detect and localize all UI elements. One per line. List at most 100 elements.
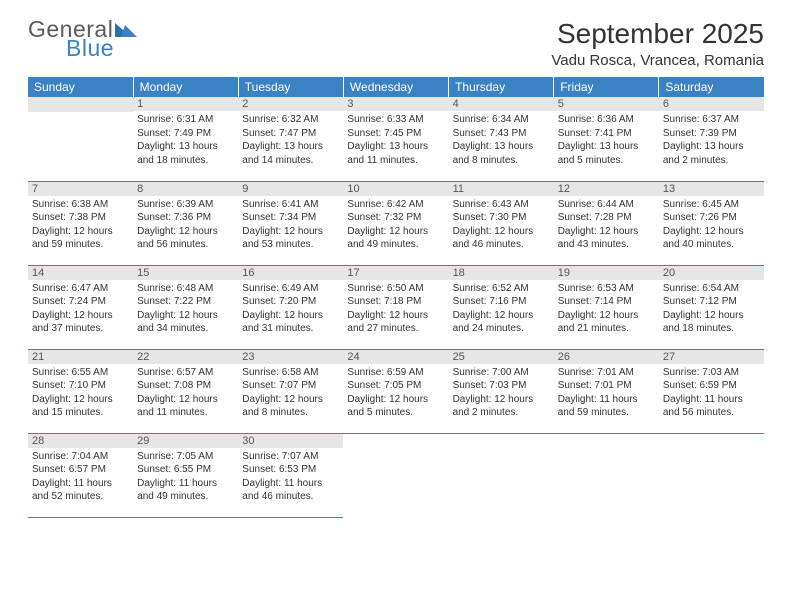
calendar-cell: 9Sunrise: 6:41 AMSunset: 7:34 PMDaylight…: [238, 181, 343, 265]
day-number: 28: [28, 434, 133, 448]
calendar-cell: 10Sunrise: 6:42 AMSunset: 7:32 PMDayligh…: [343, 181, 448, 265]
logo: General Blue: [28, 18, 137, 60]
calendar-cell: 21Sunrise: 6:55 AMSunset: 7:10 PMDayligh…: [28, 349, 133, 433]
day-number: 3: [343, 97, 448, 111]
day-number: 2: [238, 97, 343, 111]
day-number: 19: [554, 266, 659, 280]
day-details: Sunrise: 6:54 AMSunset: 7:12 PMDaylight:…: [659, 280, 764, 336]
day-details: Sunrise: 7:04 AMSunset: 6:57 PMDaylight:…: [28, 448, 133, 504]
day-header-row: SundayMondayTuesdayWednesdayThursdayFrid…: [28, 77, 764, 97]
day-details: Sunrise: 7:01 AMSunset: 7:01 PMDaylight:…: [554, 364, 659, 420]
location-text: Vadu Rosca, Vrancea, Romania: [551, 52, 764, 69]
calendar-cell: 23Sunrise: 6:58 AMSunset: 7:07 PMDayligh…: [238, 349, 343, 433]
calendar-cell: [449, 433, 554, 517]
day-details: Sunrise: 6:52 AMSunset: 7:16 PMDaylight:…: [449, 280, 554, 336]
calendar-cell: 19Sunrise: 6:53 AMSunset: 7:14 PMDayligh…: [554, 265, 659, 349]
calendar-cell: [659, 433, 764, 517]
calendar-cell: 20Sunrise: 6:54 AMSunset: 7:12 PMDayligh…: [659, 265, 764, 349]
day-header: Friday: [554, 77, 659, 97]
title-block: September 2025 Vadu Rosca, Vrancea, Roma…: [551, 18, 764, 69]
calendar-cell: 6Sunrise: 6:37 AMSunset: 7:39 PMDaylight…: [659, 97, 764, 181]
day-number: 26: [554, 350, 659, 364]
day-details: Sunrise: 6:44 AMSunset: 7:28 PMDaylight:…: [554, 196, 659, 252]
day-number: 7: [28, 182, 133, 196]
day-number: 17: [343, 266, 448, 280]
calendar-cell: 17Sunrise: 6:50 AMSunset: 7:18 PMDayligh…: [343, 265, 448, 349]
day-details: Sunrise: 6:49 AMSunset: 7:20 PMDaylight:…: [238, 280, 343, 336]
calendar-cell: 4Sunrise: 6:34 AMSunset: 7:43 PMDaylight…: [449, 97, 554, 181]
day-details: Sunrise: 6:48 AMSunset: 7:22 PMDaylight:…: [133, 280, 238, 336]
day-details: Sunrise: 6:38 AMSunset: 7:38 PMDaylight:…: [28, 196, 133, 252]
day-number: 24: [343, 350, 448, 364]
calendar-cell: 25Sunrise: 7:00 AMSunset: 7:03 PMDayligh…: [449, 349, 554, 433]
day-number: 12: [554, 182, 659, 196]
calendar-table: SundayMondayTuesdayWednesdayThursdayFrid…: [28, 77, 764, 518]
day-number: 1: [133, 97, 238, 111]
calendar-cell: 24Sunrise: 6:59 AMSunset: 7:05 PMDayligh…: [343, 349, 448, 433]
day-details: Sunrise: 6:47 AMSunset: 7:24 PMDaylight:…: [28, 280, 133, 336]
calendar-cell: 2Sunrise: 6:32 AMSunset: 7:47 PMDaylight…: [238, 97, 343, 181]
day-details: Sunrise: 6:31 AMSunset: 7:49 PMDaylight:…: [133, 111, 238, 167]
calendar-cell: 13Sunrise: 6:45 AMSunset: 7:26 PMDayligh…: [659, 181, 764, 265]
calendar-week-row: 21Sunrise: 6:55 AMSunset: 7:10 PMDayligh…: [28, 349, 764, 433]
day-number: 14: [28, 266, 133, 280]
day-number: 9: [238, 182, 343, 196]
day-details: Sunrise: 6:50 AMSunset: 7:18 PMDaylight:…: [343, 280, 448, 336]
calendar-cell: 15Sunrise: 6:48 AMSunset: 7:22 PMDayligh…: [133, 265, 238, 349]
day-number: 6: [659, 97, 764, 111]
calendar-cell: 22Sunrise: 6:57 AMSunset: 7:08 PMDayligh…: [133, 349, 238, 433]
calendar-cell: [343, 433, 448, 517]
day-number: 22: [133, 350, 238, 364]
day-header: Tuesday: [238, 77, 343, 97]
day-number: 25: [449, 350, 554, 364]
day-details: Sunrise: 6:34 AMSunset: 7:43 PMDaylight:…: [449, 111, 554, 167]
day-details: Sunrise: 6:39 AMSunset: 7:36 PMDaylight:…: [133, 196, 238, 252]
calendar-cell: 11Sunrise: 6:43 AMSunset: 7:30 PMDayligh…: [449, 181, 554, 265]
calendar-week-row: 1Sunrise: 6:31 AMSunset: 7:49 PMDaylight…: [28, 97, 764, 181]
calendar-cell: 12Sunrise: 6:44 AMSunset: 7:28 PMDayligh…: [554, 181, 659, 265]
day-details: Sunrise: 6:53 AMSunset: 7:14 PMDaylight:…: [554, 280, 659, 336]
day-details: Sunrise: 6:45 AMSunset: 7:26 PMDaylight:…: [659, 196, 764, 252]
day-number: 20: [659, 266, 764, 280]
day-details: Sunrise: 7:03 AMSunset: 6:59 PMDaylight:…: [659, 364, 764, 420]
calendar-week-row: 14Sunrise: 6:47 AMSunset: 7:24 PMDayligh…: [28, 265, 764, 349]
calendar-cell: 3Sunrise: 6:33 AMSunset: 7:45 PMDaylight…: [343, 97, 448, 181]
day-details: Sunrise: 6:42 AMSunset: 7:32 PMDaylight:…: [343, 196, 448, 252]
day-details: Sunrise: 6:41 AMSunset: 7:34 PMDaylight:…: [238, 196, 343, 252]
empty-day-header: [28, 97, 133, 112]
day-header: Wednesday: [343, 77, 448, 97]
day-header: Thursday: [449, 77, 554, 97]
day-number: 29: [133, 434, 238, 448]
calendar-cell: 1Sunrise: 6:31 AMSunset: 7:49 PMDaylight…: [133, 97, 238, 181]
calendar-cell: 16Sunrise: 6:49 AMSunset: 7:20 PMDayligh…: [238, 265, 343, 349]
day-number: 10: [343, 182, 448, 196]
day-details: Sunrise: 6:32 AMSunset: 7:47 PMDaylight:…: [238, 111, 343, 167]
day-number: 8: [133, 182, 238, 196]
logo-text-blue: Blue: [66, 37, 114, 60]
day-details: Sunrise: 6:57 AMSunset: 7:08 PMDaylight:…: [133, 364, 238, 420]
day-number: 21: [28, 350, 133, 364]
calendar-cell: 27Sunrise: 7:03 AMSunset: 6:59 PMDayligh…: [659, 349, 764, 433]
calendar-cell: 8Sunrise: 6:39 AMSunset: 7:36 PMDaylight…: [133, 181, 238, 265]
day-number: 4: [449, 97, 554, 111]
calendar-week-row: 28Sunrise: 7:04 AMSunset: 6:57 PMDayligh…: [28, 433, 764, 517]
day-details: Sunrise: 6:36 AMSunset: 7:41 PMDaylight:…: [554, 111, 659, 167]
calendar-cell: [554, 433, 659, 517]
page-title: September 2025: [551, 18, 764, 50]
day-number: 23: [238, 350, 343, 364]
day-details: Sunrise: 6:37 AMSunset: 7:39 PMDaylight:…: [659, 111, 764, 167]
day-header: Sunday: [28, 77, 133, 97]
day-details: Sunrise: 7:05 AMSunset: 6:55 PMDaylight:…: [133, 448, 238, 504]
calendar-cell: 26Sunrise: 7:01 AMSunset: 7:01 PMDayligh…: [554, 349, 659, 433]
day-number: 13: [659, 182, 764, 196]
calendar-cell: [28, 97, 133, 181]
day-details: Sunrise: 6:43 AMSunset: 7:30 PMDaylight:…: [449, 196, 554, 252]
day-number: 27: [659, 350, 764, 364]
header: General Blue September 2025 Vadu Rosca, …: [28, 18, 764, 69]
day-header: Saturday: [659, 77, 764, 97]
calendar-cell: 18Sunrise: 6:52 AMSunset: 7:16 PMDayligh…: [449, 265, 554, 349]
calendar-cell: 29Sunrise: 7:05 AMSunset: 6:55 PMDayligh…: [133, 433, 238, 517]
day-details: Sunrise: 6:59 AMSunset: 7:05 PMDaylight:…: [343, 364, 448, 420]
calendar-cell: 14Sunrise: 6:47 AMSunset: 7:24 PMDayligh…: [28, 265, 133, 349]
day-number: 11: [449, 182, 554, 196]
